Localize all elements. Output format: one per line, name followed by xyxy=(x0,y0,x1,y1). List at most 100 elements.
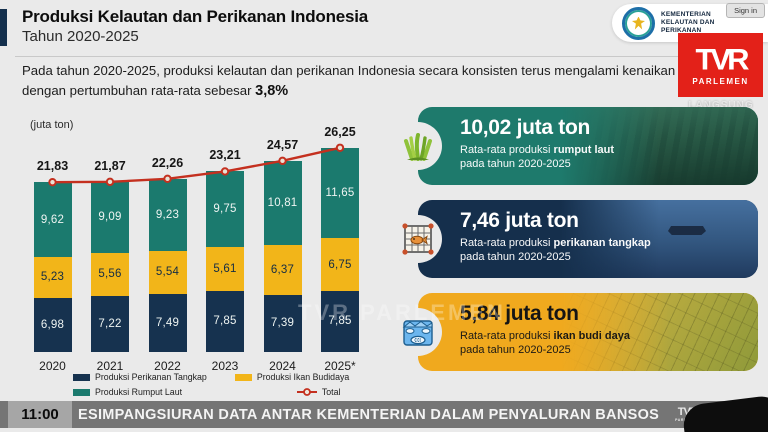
bar-segment: 5,56 xyxy=(91,252,129,296)
bar-segment: 9,09 xyxy=(91,181,129,253)
legend-item-total: Total xyxy=(296,387,349,397)
x-axis-label: 2021 xyxy=(96,359,124,373)
tvr-watermark: TVR PARLEMEN xyxy=(298,300,506,325)
aquaculture-ponds-photo xyxy=(560,293,758,371)
bar-segment: 6,98 xyxy=(33,297,72,352)
bar-segment: 5,61 xyxy=(206,247,244,291)
segment-value-label: 10,81 xyxy=(267,196,298,209)
legend-swatch-navy xyxy=(73,373,90,381)
segment-value-label: 7,85 xyxy=(213,315,237,328)
card-keyword: ikan budi daya xyxy=(553,330,630,343)
seaweed-icon xyxy=(404,133,432,161)
card-desc-prefix: Rata-rata produksi xyxy=(460,237,554,250)
segment-value-label: 7,49 xyxy=(155,316,180,329)
tvr-logo-sub: PARLEMEN xyxy=(692,77,749,86)
corner-overlay-shape xyxy=(681,394,768,432)
ticker-headline-left: ESIMPANGSIURAN DATA ANTAR KEMENTERIAN DA… xyxy=(78,406,660,423)
card-description: Rata-rata produksi ikan budi daya pada t… xyxy=(460,329,758,358)
fishing-net-icon xyxy=(402,223,434,255)
header-divider xyxy=(15,56,703,57)
legend-item-budidaya: Produksi Ikan Budidaya xyxy=(234,372,350,382)
segment-value-label: 6,75 xyxy=(328,258,352,271)
card-value: 10,02 juta ton xyxy=(460,116,591,139)
bar-segment: 7,39 xyxy=(263,294,302,352)
fishing-boat-photo xyxy=(560,200,758,278)
segment-value-label: 7,39 xyxy=(270,317,295,330)
total-line-marker-icon xyxy=(296,388,317,396)
total-value-label: 24,57 xyxy=(266,137,299,152)
card-rumput-laut: 10,02 juta ton Rata-rata produksi rumput… xyxy=(394,107,758,185)
fish-pond-icon xyxy=(402,320,433,346)
card-description: Rata-rata produksi perikanan tangkap pad… xyxy=(460,236,758,265)
legend-label: Produksi Perikanan Tangkap xyxy=(95,372,207,382)
legend-label: Total xyxy=(321,387,341,397)
total-value-label: 21,83 xyxy=(36,159,69,174)
segment-value-label: 9,62 xyxy=(40,213,65,226)
segment-value-label: 6,37 xyxy=(270,263,295,276)
bar-segment: 7,85 xyxy=(321,290,359,352)
seaweed-photo xyxy=(560,107,758,185)
ticker-time: 11:00 xyxy=(8,401,72,428)
segment-value-label: 7,22 xyxy=(98,317,122,330)
kkp-emblem-icon xyxy=(622,6,655,40)
segment-value-label: 9,75 xyxy=(213,203,237,216)
card-description: Rata-rata produksi rumput laut pada tahu… xyxy=(460,143,758,172)
card-value: 5,84 juta ton xyxy=(460,302,579,325)
card-desc-line2: pada tahun 2020-2025 xyxy=(460,158,571,171)
card-desc-line2: pada tahun 2020-2025 xyxy=(460,344,571,357)
bar-segment: 9,62 xyxy=(33,182,72,258)
card-desc-prefix: Rata-rata produksi xyxy=(460,144,554,157)
segment-value-label: 5,61 xyxy=(213,263,237,276)
bar-segment: 7,85 xyxy=(206,290,244,352)
segment-value-label: 11,65 xyxy=(325,187,355,200)
legend-item-tangkap: Produksi Perikanan Tangkap xyxy=(73,372,207,382)
intro-paragraph: Pada tahun 2020-2025, produksi kelautan … xyxy=(22,62,690,101)
x-axis-label: 2024 xyxy=(269,359,296,373)
legend-label: Produksi Ikan Budidaya xyxy=(256,372,350,382)
boat-silhouette xyxy=(668,226,706,235)
intro-text: Pada tahun 2020-2025, produksi kelautan … xyxy=(22,63,676,98)
segment-value-label: 5,54 xyxy=(155,266,180,279)
langsung-live-watermark: LANGSUNG xyxy=(688,100,754,111)
total-value-label: 22,26 xyxy=(151,155,184,170)
total-trend-line xyxy=(48,143,345,187)
sign-in-button[interactable]: Sign in xyxy=(726,3,765,18)
page-title: Produksi Kelautan dan Perikanan Indonesi… xyxy=(22,7,369,26)
total-value-label: 21,87 xyxy=(94,158,126,173)
tvr-parlemen-logo: TVR PARLEMEN xyxy=(678,33,763,97)
bar-segment: 11,65 xyxy=(321,147,359,239)
bar-segment: 9,75 xyxy=(206,171,244,248)
page-subtitle: Tahun 2020-2025 xyxy=(22,28,139,45)
tvr-logo-main: TVR xyxy=(695,42,750,77)
card-keyword: perikanan tangkap xyxy=(553,237,651,250)
card-desc-line2: pada tahun 2020-2025 xyxy=(460,251,571,264)
bar-segment: 9,23 xyxy=(148,178,187,251)
segment-value-label: 5,56 xyxy=(98,268,122,281)
x-axis-label: 2023 xyxy=(211,359,239,373)
kkp-logo-text: KEMENTERIAN KELAUTAN DAN PERIKANAN xyxy=(661,11,715,34)
bar-segment: 5,23 xyxy=(33,257,72,298)
segment-value-label: 5,23 xyxy=(40,271,65,284)
bar-segment: 10,81 xyxy=(263,160,302,245)
card-ikan-budi-daya: 5,84 juta ton Rata-rata produksi ikan bu… xyxy=(394,293,758,371)
total-value-label: 26,25 xyxy=(324,124,356,139)
summary-cards: 10,02 juta ton Rata-rata produksi rumput… xyxy=(394,107,758,386)
chart-unit-label: (juta ton) xyxy=(30,119,74,131)
chart-legend: Produksi Perikanan Tangkap Produksi Ikan… xyxy=(73,372,349,397)
bar-segment: 7,22 xyxy=(91,295,129,352)
x-axis-label: 2020 xyxy=(39,359,66,373)
legend-swatch-yellow xyxy=(234,373,252,381)
legend-item-rumput-laut: Produksi Rumput Laut xyxy=(73,387,207,397)
x-axis-label: 2022 xyxy=(154,359,181,373)
legend-swatch-teal xyxy=(73,388,90,396)
segment-value-label: 9,23 xyxy=(155,208,180,221)
bar-segment: 5,54 xyxy=(148,250,187,294)
ticker-headline: ESIMPANGSIURAN DATA ANTAR KEMENTERIAN DA… xyxy=(78,406,768,423)
legend-label: Produksi Rumput Laut xyxy=(95,387,183,397)
bar-segment: 6,75 xyxy=(321,238,359,291)
segment-value-label: 9,09 xyxy=(98,211,122,224)
total-value-label: 23,21 xyxy=(209,148,241,163)
card-desc-prefix: Rata-rata produksi xyxy=(460,330,554,343)
stacked-bar-chart: 6,98 5,23 9,62 21,83 2020 7,22 5,56 9,09 21,87 20… xyxy=(0,125,380,373)
